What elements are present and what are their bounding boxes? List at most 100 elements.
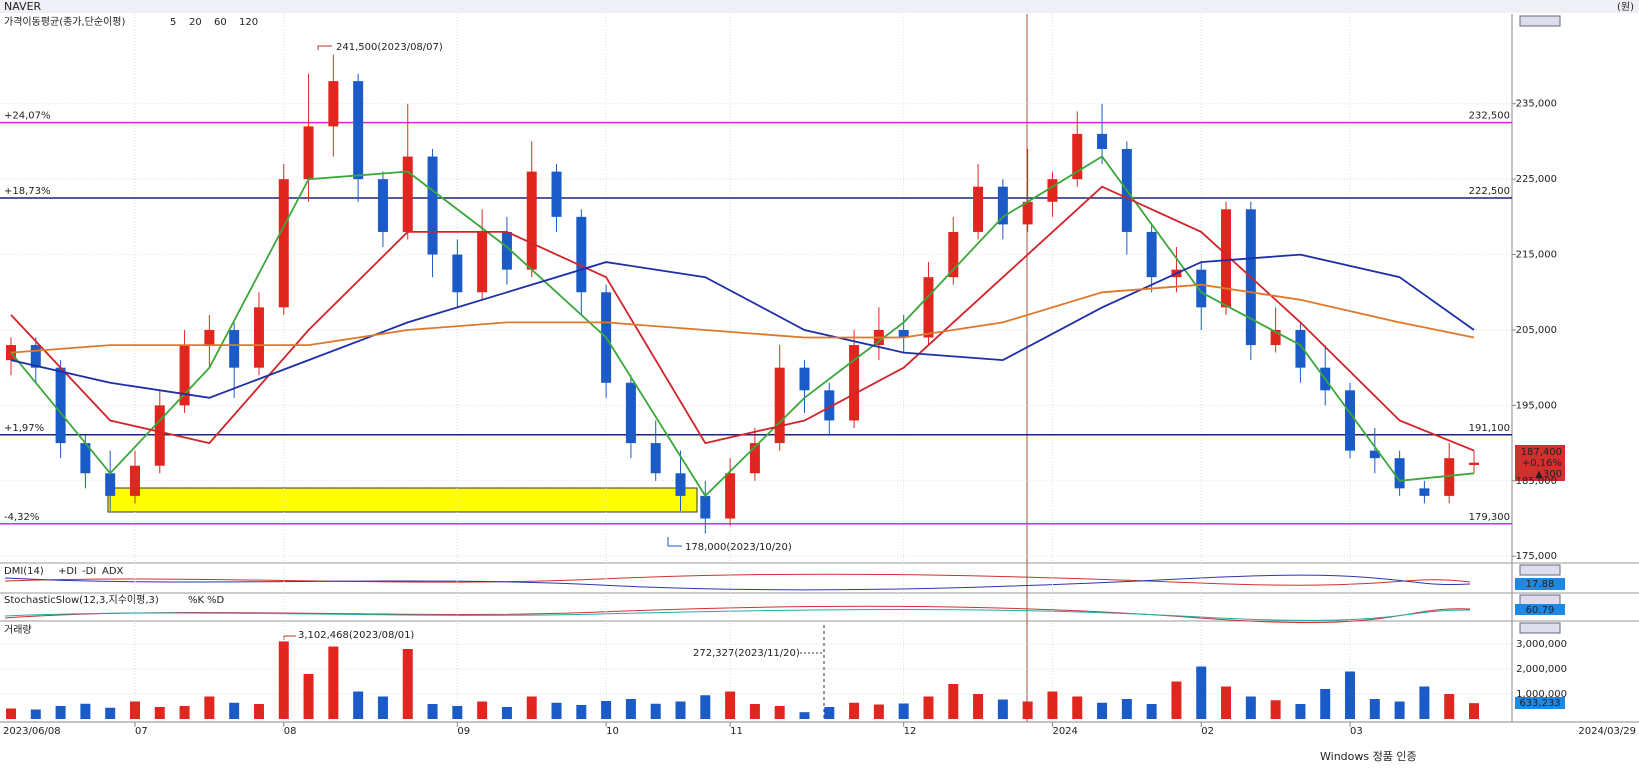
volume-bar bbox=[625, 699, 636, 719]
candle-body bbox=[452, 254, 463, 293]
title-bar bbox=[0, 0, 1639, 13]
x-tick-label: 02 bbox=[1201, 726, 1214, 737]
volume-bar bbox=[1394, 701, 1405, 719]
candle-body bbox=[1146, 231, 1157, 278]
volume-bar bbox=[650, 703, 661, 719]
candle-body bbox=[700, 495, 711, 519]
current-price: 187,400 bbox=[1521, 447, 1562, 458]
candle-body bbox=[749, 443, 760, 474]
volume-bar bbox=[997, 699, 1008, 719]
pane-buttons[interactable] bbox=[1519, 15, 1561, 634]
volume-bar bbox=[1245, 696, 1256, 719]
candle-body bbox=[129, 465, 140, 496]
pane-button[interactable] bbox=[1519, 15, 1561, 27]
reference-label: 191,100 bbox=[1469, 423, 1510, 434]
dmi-value: 17.88 bbox=[1526, 579, 1555, 590]
candle-body bbox=[1196, 269, 1207, 308]
candle-body bbox=[650, 443, 661, 474]
y-tick-label: 195,000 bbox=[1516, 400, 1557, 411]
candle-body bbox=[997, 186, 1008, 225]
candle-body bbox=[1419, 488, 1430, 496]
dmi-legend: -DI bbox=[82, 566, 96, 577]
candle-body bbox=[576, 216, 587, 293]
y-tick-label: 1,000,000 bbox=[1516, 689, 1567, 700]
volume-title: 거래량 bbox=[4, 624, 32, 636]
volume-bar bbox=[1171, 681, 1182, 719]
reference-pct: +1,97% bbox=[4, 423, 44, 434]
volume-bar bbox=[30, 709, 41, 719]
volume-bar bbox=[1295, 704, 1306, 719]
candle-body bbox=[1295, 329, 1306, 368]
volume-bar bbox=[154, 707, 165, 719]
x-tick-label: 12 bbox=[904, 726, 917, 737]
candle-body bbox=[402, 156, 413, 232]
volume-bar bbox=[1221, 686, 1232, 719]
volume-bar bbox=[873, 704, 884, 719]
volume-bar bbox=[898, 703, 909, 719]
volume-bar bbox=[526, 696, 537, 719]
volume-bar bbox=[452, 706, 463, 719]
candle-body bbox=[204, 329, 215, 346]
volume-bar bbox=[501, 707, 512, 719]
chart-title: NAVER bbox=[4, 0, 42, 13]
volume-bar bbox=[849, 702, 860, 719]
volume-bar bbox=[377, 696, 388, 719]
volume-bar bbox=[1196, 666, 1207, 719]
annotation-arrow bbox=[667, 537, 682, 547]
unit-label: (원) bbox=[1617, 1, 1634, 13]
pane-button[interactable] bbox=[1519, 622, 1561, 634]
candle-body bbox=[80, 443, 91, 474]
x-tick-label: 2024 bbox=[1052, 726, 1077, 737]
volume-bar bbox=[1047, 691, 1058, 719]
candle-body bbox=[799, 367, 810, 391]
ma-legend-title: 가격이동평균(종가,단순이평) bbox=[4, 15, 125, 28]
candle-body bbox=[303, 126, 314, 180]
y-tick-label: 3,000,000 bbox=[1516, 639, 1567, 650]
volume-bar bbox=[973, 694, 984, 719]
candle-body bbox=[353, 81, 364, 180]
candle-body bbox=[328, 81, 339, 127]
stochastic-value: 60.79 bbox=[1526, 605, 1555, 616]
dmi-value-box bbox=[1515, 578, 1565, 590]
volume-bar bbox=[328, 646, 339, 719]
volume-bar bbox=[1022, 701, 1033, 719]
candle-body bbox=[1270, 329, 1281, 346]
pane-button[interactable] bbox=[1519, 564, 1561, 576]
candle-body bbox=[154, 405, 165, 466]
watermark: Windows 정품 인증 bbox=[1320, 750, 1417, 763]
moving-average bbox=[10, 253, 1475, 399]
candle-body bbox=[948, 231, 959, 278]
y-tick-label: 205,000 bbox=[1516, 325, 1557, 336]
stochastic-legend: %K bbox=[188, 595, 205, 606]
ma-legend: 20 bbox=[189, 17, 202, 28]
ma-legend: 120 bbox=[239, 17, 258, 28]
volume-bar bbox=[1072, 696, 1083, 719]
reference-pct: -4,32% bbox=[4, 512, 39, 523]
volume-bar bbox=[601, 701, 612, 719]
candle-body bbox=[501, 231, 512, 270]
volume-bar bbox=[1146, 704, 1157, 719]
candle-body bbox=[1469, 462, 1479, 465]
y-tick-label: 235,000 bbox=[1516, 99, 1557, 110]
annotation: 272,327(2023/11/20) bbox=[693, 648, 800, 659]
volume-bar bbox=[179, 706, 190, 719]
volume-bar bbox=[1097, 702, 1108, 719]
y-tick-label: 185,000 bbox=[1516, 476, 1557, 487]
x-tick-label: 08 bbox=[284, 726, 297, 737]
pane-button[interactable] bbox=[1519, 594, 1561, 606]
current-price-box bbox=[1515, 445, 1565, 481]
candle-body bbox=[1097, 133, 1108, 149]
volume-bar bbox=[1469, 703, 1479, 719]
candle-body bbox=[526, 171, 537, 270]
candle-body bbox=[1369, 450, 1380, 459]
volume-bar bbox=[80, 703, 91, 719]
dmi-legend: +DI bbox=[58, 566, 77, 577]
volume-bar bbox=[129, 701, 140, 719]
y-tick-label: 175,000 bbox=[1516, 551, 1557, 562]
dmi-legend: ADX bbox=[102, 566, 124, 577]
reference-pct: +18,73% bbox=[4, 186, 51, 197]
x-tick-label: 09 bbox=[457, 726, 470, 737]
candle-body bbox=[923, 277, 934, 338]
candle-body bbox=[278, 179, 289, 308]
candle-body bbox=[427, 156, 438, 255]
